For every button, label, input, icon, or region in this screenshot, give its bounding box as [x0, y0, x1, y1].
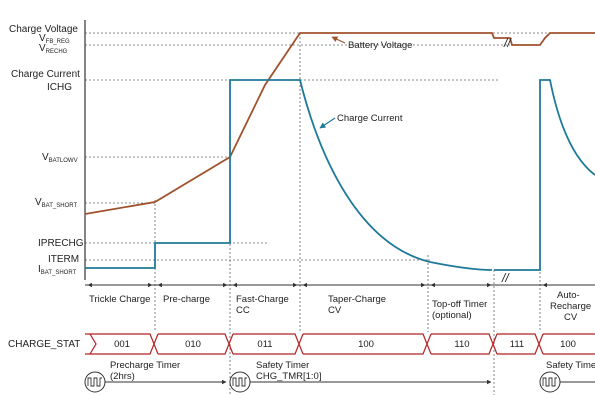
- safety-timer-right-label: Safety Time: [546, 360, 595, 371]
- precharge-timer-l1: Precharge Timer: [110, 360, 180, 371]
- label-ichg: ICHG: [47, 82, 72, 93]
- battery-voltage-pointer: [331, 36, 346, 44]
- reference-lines: [85, 32, 595, 269]
- precharge-timer-l2: (2hrs): [110, 371, 135, 382]
- stat-code-trickle: 001: [114, 339, 130, 350]
- y-axis-labels: Charge Voltage VFB_REG VRECHG Charge Cur…: [9, 24, 84, 276]
- stat-code-topoff: 110: [454, 339, 469, 350]
- stat-code-fast: 011: [257, 339, 272, 350]
- stat-code-auto: 100: [560, 339, 576, 350]
- phase-fast-l1: Fast-Charge: [236, 294, 289, 305]
- charge-current-label: Charge Current: [337, 113, 403, 124]
- stat-code-taper: 100: [358, 339, 374, 350]
- phase-auto-l3: CV: [564, 312, 578, 323]
- label-ibat-short: IBAT_SHORT: [38, 264, 77, 276]
- charge-current-curve: [85, 79, 493, 271]
- break-symbol-axis: //: [501, 271, 510, 285]
- label-charge-current: Charge Current: [11, 69, 80, 80]
- stat-code-done: 111: [510, 339, 524, 350]
- stat-code-precharge: 010: [185, 339, 201, 350]
- charge-stat-bus: [85, 333, 595, 355]
- charge-stat-label: CHARGE_STAT: [8, 339, 80, 350]
- phase-labels: Trickle Charge Pre-charge Fast-Charge CC…: [89, 290, 591, 323]
- phase-precharge: Pre-charge: [163, 294, 210, 305]
- phase-trickle: Trickle Charge: [89, 294, 150, 305]
- charge-current-curve-auto: [494, 79, 595, 271]
- safety-timer-right: Safety Time: [539, 360, 595, 393]
- label-vrechg: VRECHG: [39, 43, 68, 55]
- label-iprechg: IPRECHG: [38, 238, 84, 249]
- break-symbol-voltage: //: [503, 36, 512, 50]
- charge-stat-codes: 001 010 011 100 110 111 100: [114, 339, 576, 350]
- safety-timer-l2: CHG_TMR[1:0]: [256, 371, 321, 382]
- phase-taper-l2: CV: [328, 305, 342, 316]
- battery-voltage-label: Battery Voltage: [348, 40, 412, 51]
- safety-timer-l1: Safety Timer: [256, 360, 309, 371]
- phase-auto-l2: Recharge: [550, 301, 591, 312]
- phase-auto-l1: Auto-: [557, 290, 580, 301]
- label-vfb-reg: VFB_REG: [39, 33, 70, 45]
- safety-timer: Safety Timer CHG_TMR[1:0]: [229, 360, 492, 393]
- label-charge-voltage: Charge Voltage: [9, 24, 78, 35]
- label-vbatlowv: VBATLOWV: [42, 152, 78, 164]
- phase-taper-l1: Taper-Charge: [328, 294, 386, 305]
- precharge-timer: Precharge Timer (2hrs): [84, 360, 227, 393]
- phase-dividers: [154, 33, 541, 395]
- label-iterm: ITERM: [48, 254, 79, 265]
- label-vbat-short: VBAT_SHORT: [35, 197, 77, 209]
- phase-fast-l2: CC: [236, 305, 250, 316]
- phase-topoff-l2: (optional): [432, 310, 472, 321]
- phase-topoff-l1: Top-off Timer: [432, 299, 487, 310]
- charge-current-pointer: [319, 117, 336, 129]
